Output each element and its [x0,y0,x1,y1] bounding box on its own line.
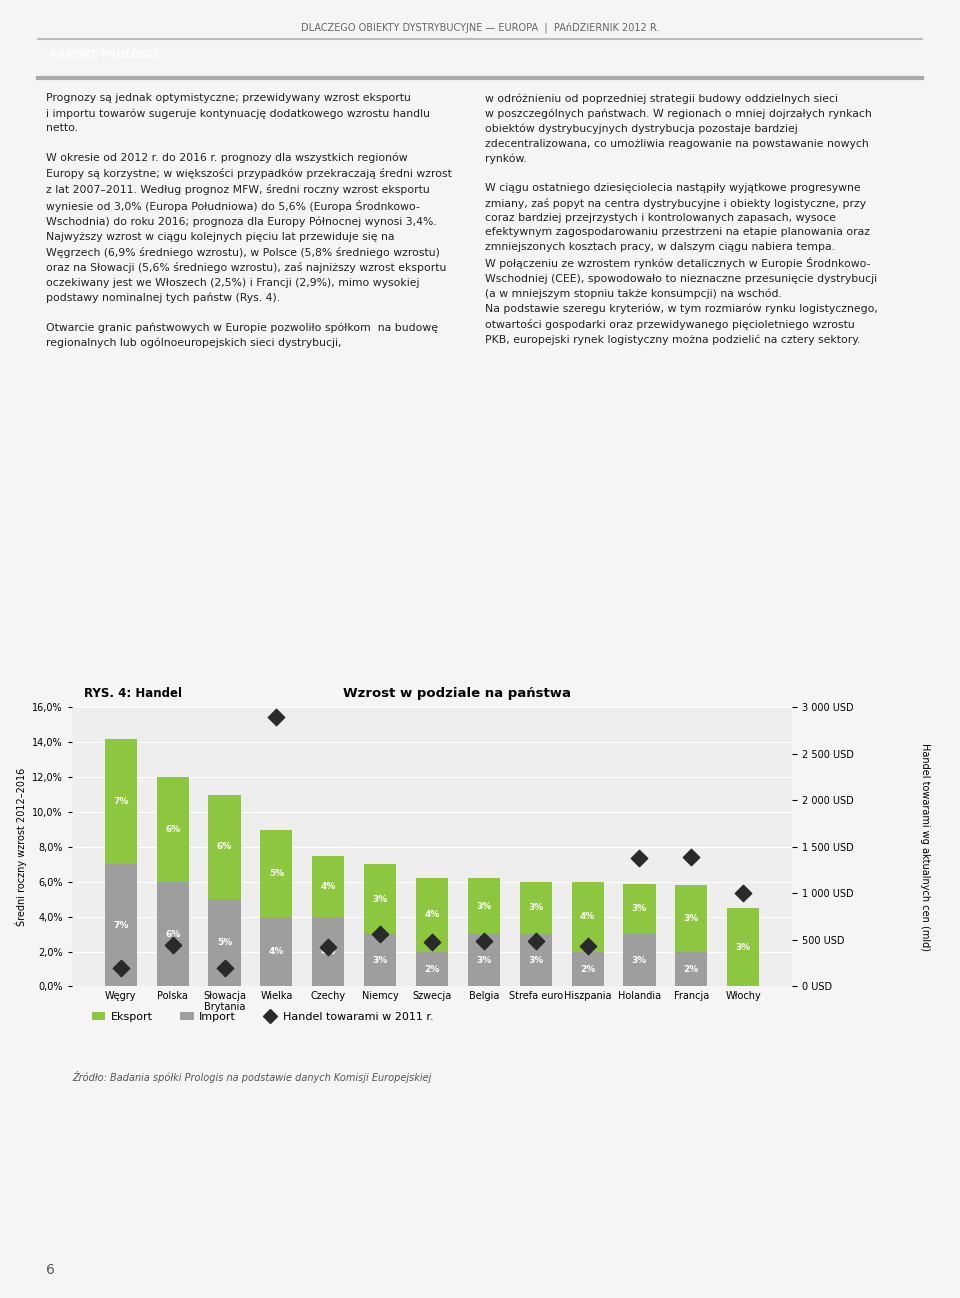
Point [165,935,180,955]
Text: 3%: 3% [632,955,647,964]
Text: DLACZEGO OBIEKTY DYSTRYBUCYJNE — EUROPA  |  PAńDZIERNIK 2012 R.: DLACZEGO OBIEKTY DYSTRYBUCYJNE — EUROPA … [300,23,660,34]
Bar [468,935,500,986]
Point [321,937,336,958]
Text: 3%: 3% [528,955,543,964]
Point [113,958,129,979]
Bar [156,778,189,881]
Text: 6: 6 [46,1263,55,1277]
Text: 2%: 2% [424,964,440,974]
Bar [312,855,345,916]
Text: 2%: 2% [580,964,595,974]
Text: Źródło: Badania spółki Prologis na podstawie danych Komisji Europejskiej: Źródło: Badania spółki Prologis na podst… [72,1071,431,1083]
Text: w odróżnieniu od poprzedniej strategii budowy oddzielnych sieci
w poszczególnych: w odróżnieniu od poprzedniej strategii b… [485,93,877,345]
Point [269,706,284,727]
Bar [675,885,708,951]
Bar [364,864,396,935]
Point [528,931,543,951]
Text: 5%: 5% [217,938,232,948]
Text: 7%: 7% [113,922,129,929]
Text: 3%: 3% [528,903,543,912]
Bar [571,881,604,951]
Bar [156,881,189,986]
Point [372,924,388,945]
Bar [364,935,396,986]
Text: 7%: 7% [113,797,129,806]
Text: 4%: 4% [580,912,595,922]
Bar [260,916,293,986]
Y-axis label: Handel towarami wg aktualnych cen (mld): Handel towarami wg aktualnych cen (mld) [920,742,930,951]
Bar [105,864,137,986]
Bar [416,879,448,951]
Point [424,932,440,953]
Text: 4%: 4% [424,910,440,919]
Bar [727,909,759,986]
Text: 3%: 3% [735,942,751,951]
Legend: Eksport, Import, Handel towarami w 2011 r.: Eksport, Import, Handel towarami w 2011 … [87,1007,438,1027]
Point [632,848,647,868]
Text: 6%: 6% [165,929,180,938]
Bar [312,916,345,986]
Text: 4%: 4% [321,881,336,890]
Bar [519,935,552,986]
Text: 2%: 2% [684,964,699,974]
Text: 6%: 6% [165,826,180,835]
Bar [416,951,448,986]
Text: 3%: 3% [372,894,388,903]
Text: 3%: 3% [476,955,492,964]
Text: RYS. 4: Handel: RYS. 4: Handel [84,687,182,700]
Text: RAPORT PROLOGIS: RAPORT PROLOGIS [50,51,159,60]
Y-axis label: Średni roczny wzrost 2012–2016: Średni roczny wzrost 2012–2016 [14,768,27,925]
Point [684,846,699,867]
Point [217,958,232,979]
Text: 3%: 3% [632,905,647,914]
Bar [675,951,708,986]
Point [476,931,492,951]
Bar [519,881,552,935]
Bar [208,794,241,900]
Bar [208,900,241,986]
Bar [623,935,656,986]
Bar [623,884,656,935]
Text: 3%: 3% [476,902,492,911]
Text: 5%: 5% [269,868,284,877]
Text: Prognozy są jednak optymistyczne; przewidywany wzrost eksportu
i importu towarów: Prognozy są jednak optymistyczne; przewi… [46,93,452,348]
Text: 6%: 6% [217,842,232,851]
Text: 3%: 3% [372,955,388,964]
Bar [468,879,500,935]
Text: 4%: 4% [269,948,284,957]
Text: 3%: 3% [684,914,699,923]
Point [580,935,595,955]
Text: 4%: 4% [321,948,336,957]
Bar [571,951,604,986]
Text: Wzrost w podziale na państwa: Wzrost w podziale na państwa [343,687,571,700]
Bar [260,829,293,916]
Point [735,883,751,903]
Bar [105,739,137,864]
